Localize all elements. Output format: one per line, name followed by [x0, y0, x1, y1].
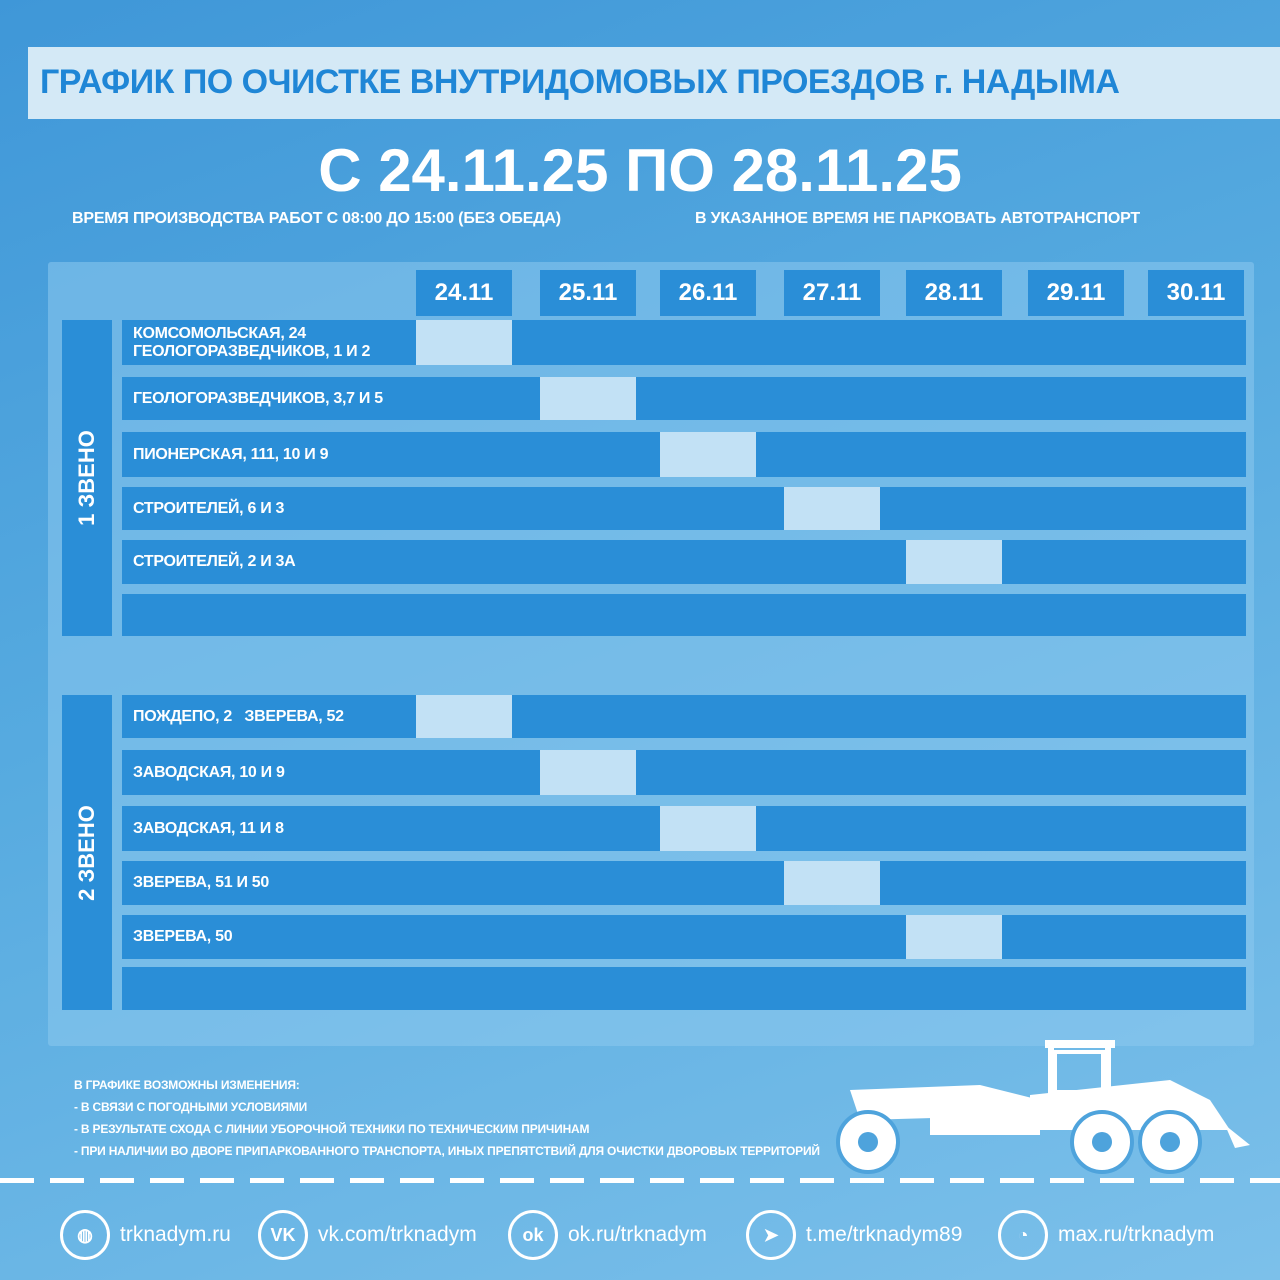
address: ЗВЕРЕВА, 51 И 50 — [133, 874, 269, 891]
work-hours: ВРЕМЯ ПРОИЗВОДСТВА РАБОТ С 08:00 ДО 15:0… — [72, 210, 561, 227]
date-header: 27.11 — [784, 270, 880, 316]
address: СТРОИТЕЛЕЙ, 2 И 3А — [133, 553, 296, 570]
parking-notice: В УКАЗАННОЕ ВРЕМЯ НЕ ПАРКОВАТЬ АВТОТРАНС… — [695, 210, 1140, 227]
address: ПОЖДЕПО, 2 ЗВЕРЕВА, 52 — [133, 707, 344, 725]
scheduled-day-cell — [660, 432, 756, 477]
table-row: ЗВЕРЕВА, 51 И 50 — [122, 861, 1246, 905]
date-header: 29.11 — [1028, 270, 1124, 316]
notes: В ГРАФИКЕ ВОЗМОЖНЫ ИЗМЕНЕНИЯ: - В СВЯЗИ … — [74, 1074, 820, 1162]
table-row: СТРОИТЕЛЕЙ, 2 И 3А — [122, 540, 1246, 584]
period: С 24.11.25 ПО 28.11.25 — [0, 136, 1280, 205]
date-label: 30.11 — [1166, 279, 1226, 306]
scheduled-day-cell — [784, 487, 880, 530]
grader-illustration — [836, 1040, 1250, 1174]
social-link[interactable]: VK vk.com/trknadym — [258, 1210, 477, 1260]
scheduled-day-cell — [540, 377, 636, 420]
scheduled-day-cell — [416, 695, 512, 738]
divider — [0, 1178, 1280, 1183]
table-row: ЗАВОДСКАЯ, 11 И 8 — [122, 806, 1246, 851]
address: КОМСОМОЛЬСКАЯ, 24 ГЕОЛОГОРАЗВЕДЧИКОВ, 1 … — [133, 324, 371, 360]
crew-label: 2 ЗВЕНО — [62, 695, 112, 1010]
link-text[interactable]: ok.ru/trknadym — [568, 1223, 707, 1246]
social-link[interactable]: ok ok.ru/trknadym — [508, 1210, 707, 1260]
social-link[interactable]: ◍ trknadym.ru — [60, 1210, 231, 1260]
crew-label-text: 2 ЗВЕНО — [74, 804, 99, 901]
social-link[interactable]: ◔ max.ru/trknadym — [998, 1210, 1214, 1260]
date-label: 29.11 — [1046, 279, 1106, 306]
ok-icon: ok — [508, 1210, 558, 1260]
table-row: ПОЖДЕПО, 2 ЗВЕРЕВА, 52 — [122, 695, 1246, 738]
notes-heading: В ГРАФИКЕ ВОЗМОЖНЫ ИЗМЕНЕНИЯ: — [74, 1078, 300, 1092]
table-row: ГЕОЛОГОРАЗВЕДЧИКОВ, 3,7 И 5 — [122, 377, 1246, 420]
table-row: ЗВЕРЕВА, 50 — [122, 915, 1246, 959]
crew-label-text: 1 ЗВЕНО — [74, 430, 99, 526]
title-band — [28, 47, 1280, 119]
date-label: 24.11 — [434, 279, 494, 306]
link-text[interactable]: vk.com/trknadym — [318, 1223, 477, 1246]
date-header: 30.11 — [1148, 270, 1244, 316]
table-row: КОМСОМОЛЬСКАЯ, 24 ГЕОЛОГОРАЗВЕДЧИКОВ, 1 … — [122, 320, 1246, 365]
address: ЗАВОДСКАЯ, 10 И 9 — [133, 763, 285, 781]
table-row: ПИОНЕРСКАЯ, 111, 10 И 9 — [122, 432, 1246, 477]
address: ПИОНЕРСКАЯ, 111, 10 И 9 — [133, 445, 329, 463]
table-row: СТРОИТЕЛЕЙ, 6 И 3 — [122, 487, 1246, 530]
scheduled-day-cell — [416, 320, 512, 365]
scheduled-day-cell — [906, 915, 1002, 959]
date-header: 28.11 — [906, 270, 1002, 316]
table-row: ЗАВОДСКАЯ, 10 И 9 — [122, 750, 1246, 795]
crew-label: 1 ЗВЕНО — [62, 320, 112, 636]
address: СТРОИТЕЛЕЙ, 6 И 3 — [133, 499, 285, 517]
globe-icon: ◍ — [60, 1210, 110, 1260]
date-label: 26.11 — [678, 279, 738, 306]
scheduled-day-cell — [660, 806, 756, 851]
scheduled-day-cell — [784, 861, 880, 905]
table-row — [122, 594, 1246, 636]
scheduled-day-cell — [540, 750, 636, 795]
note-item: - В СВЯЗИ С ПОГОДНЫМИ УСЛОВИЯМИ — [74, 1100, 308, 1114]
max-icon: ◔ — [998, 1210, 1048, 1260]
date-header: 26.11 — [660, 270, 756, 316]
note-item: - В РЕЗУЛЬТАТЕ СХОДА С ЛИНИИ УБОРОЧНОЙ Т… — [74, 1122, 590, 1136]
table-row — [122, 967, 1246, 1010]
page-title: ГРАФИК ПО ОЧИСТКЕ ВНУТРИДОМОВЫХ ПРОЕЗДОВ… — [40, 63, 1120, 101]
date-label: 28.11 — [924, 279, 984, 306]
date-header: 24.11 — [416, 270, 512, 316]
date-header: 25.11 — [540, 270, 636, 316]
link-text[interactable]: max.ru/trknadym — [1058, 1223, 1215, 1246]
link-text[interactable]: trknadym.ru — [120, 1223, 231, 1246]
date-label: 27.11 — [802, 279, 862, 306]
note-item: - ПРИ НАЛИЧИИ ВО ДВОРЕ ПРИПАРКОВАННОГО Т… — [74, 1144, 820, 1158]
address: ГЕОЛОГОРАЗВЕДЧИКОВ, 3,7 И 5 — [133, 389, 383, 407]
social-link[interactable]: ➤ t.me/trknadym89 — [746, 1210, 962, 1260]
address: ЗАВОДСКАЯ, 11 И 8 — [133, 819, 284, 837]
address: ЗВЕРЕВА, 50 — [133, 928, 233, 945]
vk-icon: VK — [258, 1210, 308, 1260]
telegram-icon: ➤ — [746, 1210, 796, 1260]
scheduled-day-cell — [906, 540, 1002, 584]
period-text: С 24.11.25 ПО 28.11.25 — [318, 137, 962, 204]
link-text[interactable]: t.me/trknadym89 — [806, 1223, 963, 1246]
date-label: 25.11 — [558, 279, 618, 306]
